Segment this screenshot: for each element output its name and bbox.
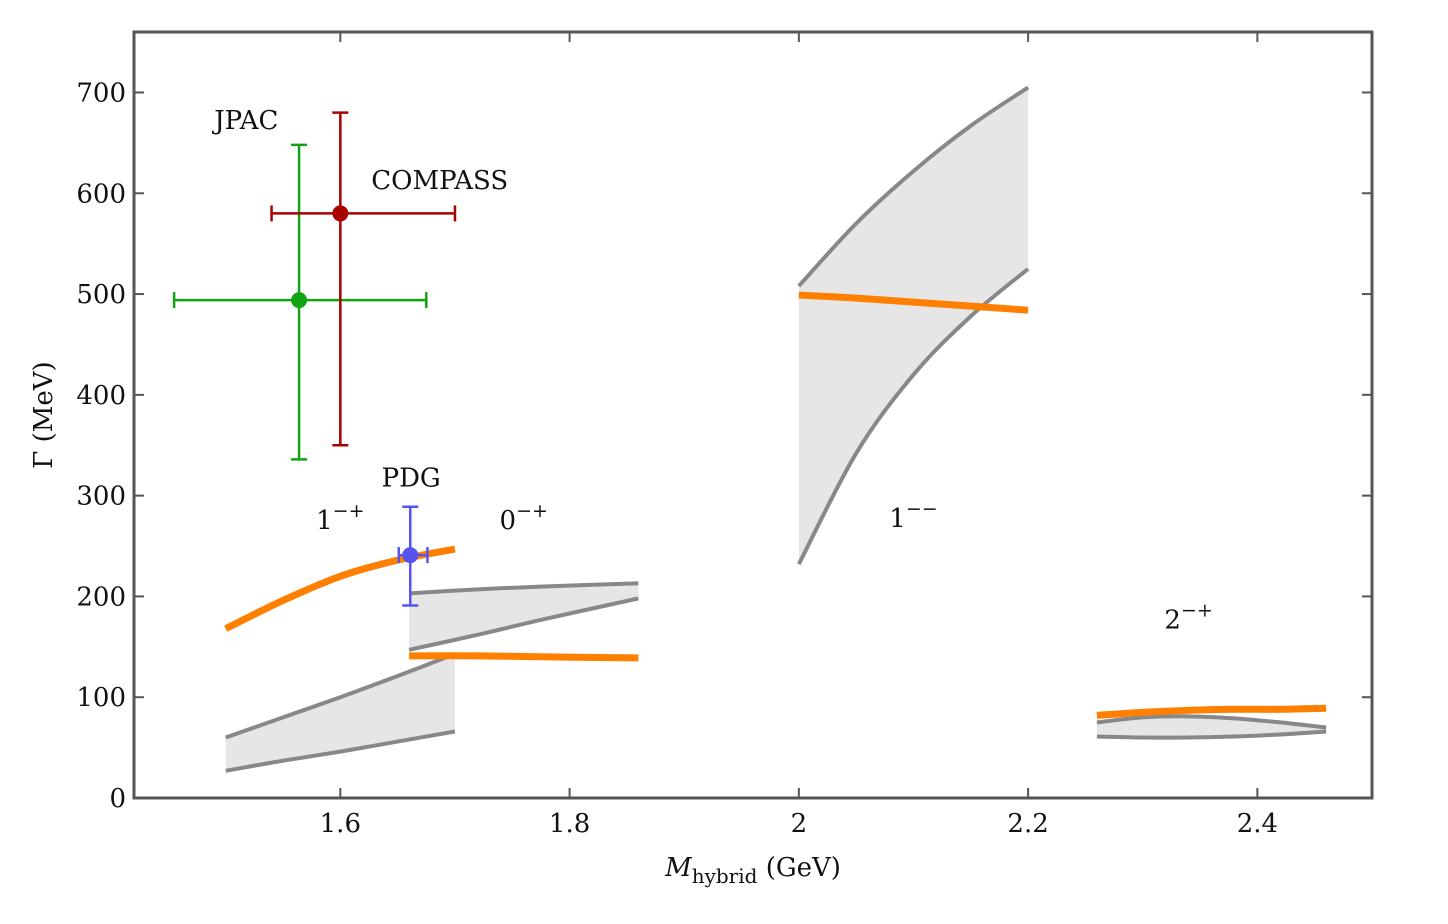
point-JPAC: [172, 143, 428, 461]
marker-JPAC: [291, 292, 308, 309]
marker-COMPASS: [332, 205, 349, 222]
band-label-base: 0: [500, 506, 517, 536]
band-upper-0-+: [408, 581, 639, 596]
band-label-base: 2: [1164, 606, 1181, 636]
band-fill-1--: [798, 87, 1029, 565]
x-tick-label: 2: [791, 809, 808, 839]
band-upper-2-+: [1096, 714, 1327, 730]
x-tick-label: 1.6: [320, 809, 361, 839]
y-tick-label: 700: [76, 78, 126, 108]
x-axis-label: Mhybrid (GeV): [664, 853, 841, 888]
ticks-layer: 1.6 1.8 2 2.2 2.4 0 100 200 300 400 500 600 700: [76, 32, 1372, 839]
central-line-2-+: [1096, 704, 1327, 719]
bands-layer: [224, 85, 1327, 773]
points-layer: [172, 111, 457, 607]
band-fill-0-+: [409, 583, 639, 650]
x-axis-label-unit: (GeV): [757, 853, 840, 883]
point-label-COMPASS: COMPASS: [371, 166, 508, 196]
band-label-base: 1: [316, 506, 333, 536]
band-label-sup: −+: [1181, 600, 1213, 622]
band-lower-1-+: [225, 729, 456, 773]
x-axis-label-sub: hybrid: [692, 864, 758, 888]
band-lower-0-+: [408, 596, 639, 652]
y-tick-label: 200: [76, 582, 126, 612]
band-upper-1-+: [225, 652, 456, 740]
x-tick-label: 1.8: [549, 809, 590, 839]
y-tick-label: 100: [76, 683, 126, 713]
central-line-0-+: [409, 652, 639, 662]
band-label-1--: 1−−: [889, 498, 937, 534]
band-label-sup: −−: [906, 498, 938, 520]
plot-frame: [132, 30, 1374, 800]
x-tick-label: 2.2: [1007, 809, 1048, 839]
x-tick-label: 2.4: [1237, 809, 1278, 839]
band-upper-1--: [797, 85, 1030, 288]
point-COMPASS: [270, 111, 457, 447]
point-label-JPAC: JPAC: [211, 106, 278, 136]
band-label-sup: −+: [516, 500, 548, 522]
band-label-1-+: 1−+: [316, 500, 364, 536]
y-axis-label: Γ (MeV): [29, 361, 59, 468]
y-tick-label: 500: [76, 280, 126, 310]
band-label-2-+: 2−+: [1164, 600, 1212, 636]
band-label-sup: −+: [333, 500, 365, 522]
x-axis-label-main: M: [664, 853, 693, 883]
y-tick-label: 600: [76, 179, 126, 209]
point-label-PDG: PDG: [382, 464, 441, 494]
y-tick-label: 400: [76, 381, 126, 411]
central-line-1--: [798, 291, 1029, 314]
y-tick-label: 300: [76, 482, 126, 512]
band-lower-2-+: [1096, 729, 1327, 740]
band-label-0-+: 0−+: [500, 500, 548, 536]
marker-PDG: [402, 547, 419, 564]
point-PDG: [397, 505, 429, 607]
y-tick-label: 0: [109, 784, 126, 814]
band-label-base: 1: [889, 504, 906, 534]
